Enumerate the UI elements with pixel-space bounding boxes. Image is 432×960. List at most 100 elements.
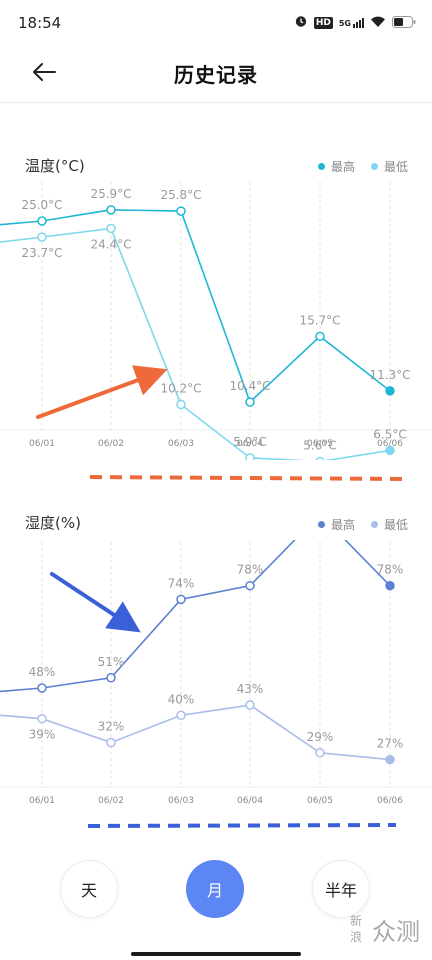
series-high-line (0, 540, 391, 693)
x-tick-label: 06/06 (377, 439, 403, 449)
x-tick-label: 06/04 (237, 796, 263, 806)
series-high-data-label: 74% (168, 576, 195, 590)
hd-icon: HD (313, 16, 333, 29)
series-high-point (106, 673, 116, 683)
page-title: 历史记录 (174, 63, 258, 87)
series-high-data-label: 15.7°C (299, 313, 340, 327)
legend-label-low: 最低 (383, 518, 408, 532)
temperature-chart-title: 温度(°C) (25, 157, 85, 175)
status-time: 18:54 (18, 14, 62, 32)
back-button[interactable] (24, 56, 64, 92)
legend-dot-high (317, 521, 325, 528)
series-low-point (245, 453, 255, 460)
series-low-data-label: 39% (29, 728, 56, 742)
x-tick-label: 06/03 (168, 796, 194, 806)
period-button-day[interactable]: 天 (60, 860, 118, 918)
series-high-data-label: 25.9°C (90, 187, 131, 201)
x-tick-label: 06/02 (98, 796, 124, 806)
legend-dot-low (370, 521, 378, 528)
battery-icon (392, 13, 416, 32)
period-button-month[interactable]: 月 (186, 860, 244, 918)
series-high-point (245, 397, 255, 407)
status-icons: HD 5G (294, 13, 416, 32)
legend-dot-high (317, 163, 325, 170)
watermark: 新浪 众测 (346, 912, 420, 947)
blue-dashed-underline (87, 823, 397, 828)
period-selector: 天 月 半年 (0, 852, 432, 926)
signal-5g-icon: 5G (338, 17, 364, 28)
series-high-point (37, 683, 47, 693)
series-low-point (106, 223, 116, 234)
series-low-data-label: 5.6°C (303, 439, 336, 453)
series-low-point (176, 710, 186, 721)
series-high-point (315, 331, 325, 342)
series-low-data-label: 40% (168, 692, 195, 706)
temperature-legend: 最高 最低 (317, 158, 408, 175)
series-high-data-label: 25.8°C (160, 188, 201, 202)
series-low-data-label: 24.4°C (90, 237, 131, 251)
x-tick-label: 06/04 (237, 439, 263, 449)
humidity-chart-title: 湿度(%) (25, 514, 81, 532)
series-high-line (0, 209, 391, 404)
header: 历史记录 (0, 46, 432, 103)
x-tick-label: 06/02 (98, 439, 124, 449)
home-indicator (131, 952, 301, 956)
series-high-point (176, 206, 186, 216)
series-high-data-label: 78% (237, 563, 264, 577)
series-high-data-label: 25.0°C (21, 198, 62, 212)
x-tick-label: 06/06 (377, 796, 403, 806)
series-low-point (315, 748, 325, 758)
legend-item-low: 最低 (370, 158, 408, 175)
series-low-point (385, 754, 395, 765)
series-low-data-label: 10.2°C (160, 382, 201, 396)
legend-dot-low (370, 163, 378, 170)
legend-label-high: 最高 (330, 160, 355, 174)
series-low-line (0, 227, 391, 460)
series-low-point (106, 737, 116, 748)
series-high-point (37, 216, 47, 226)
alarm-icon (294, 13, 308, 32)
series-high-data-label: 48% (29, 665, 56, 679)
series-low-point (245, 700, 255, 710)
series-low-point (37, 713, 47, 724)
orange-dashed-underline (89, 475, 407, 481)
series-low-data-label: 23.7°C (21, 246, 62, 260)
arrow-left-icon (31, 62, 57, 86)
series-low-point (176, 399, 186, 410)
series-high-point (245, 580, 255, 591)
x-tick-label: 06/05 (307, 439, 333, 449)
legend-item-low: 最低 (370, 516, 408, 533)
watermark-seal: 新浪 (349, 913, 362, 944)
temperature-chart: 06/01 06/02 06/03 06/04 06/05 06/06 25.0°C 25.9… (0, 182, 432, 460)
series-high-data-label: 78% (377, 563, 404, 577)
series-high-point (176, 594, 186, 605)
x-tick-label: 06/01 (29, 439, 55, 449)
series-low-data-label: 32% (98, 720, 125, 734)
legend-item-high: 最高 (317, 516, 355, 533)
series-high-data-label: 51% (98, 655, 125, 669)
series-low-point (385, 445, 395, 456)
x-tick-label: 06/03 (168, 439, 194, 449)
legend-label-low: 最低 (383, 160, 408, 174)
series-high-data-label: 11.3°C (369, 368, 410, 382)
period-button-half-year[interactable]: 半年 (312, 860, 370, 918)
network-label: 5G (338, 18, 351, 28)
x-tick-label: 06/01 (29, 796, 55, 806)
series-high-point (385, 386, 395, 396)
series-low-point (37, 232, 47, 242)
series-high-data-label: 10.4°C (229, 379, 270, 393)
series-low-data-label: 27% (377, 737, 404, 751)
humidity-legend: 最高 最低 (317, 516, 408, 533)
status-bar: 18:54 HD 5G (0, 0, 432, 46)
legend-item-high: 最高 (317, 158, 355, 175)
legend-label-high: 最高 (330, 518, 355, 532)
series-low-data-label: 6.5°C (373, 427, 406, 441)
series-low-data-label: 43% (237, 682, 264, 696)
series-high-point (385, 580, 395, 591)
series-low-data-label: 29% (307, 730, 334, 744)
series-low-point (315, 456, 325, 460)
wifi-icon (370, 13, 386, 32)
humidity-chart: 06/01 06/02 06/03 06/04 06/05 06/06 48% 51% 74% 7… (0, 540, 432, 806)
series-low-data-label: 5.9°C (233, 435, 266, 449)
x-tick-label: 06/05 (307, 796, 333, 806)
